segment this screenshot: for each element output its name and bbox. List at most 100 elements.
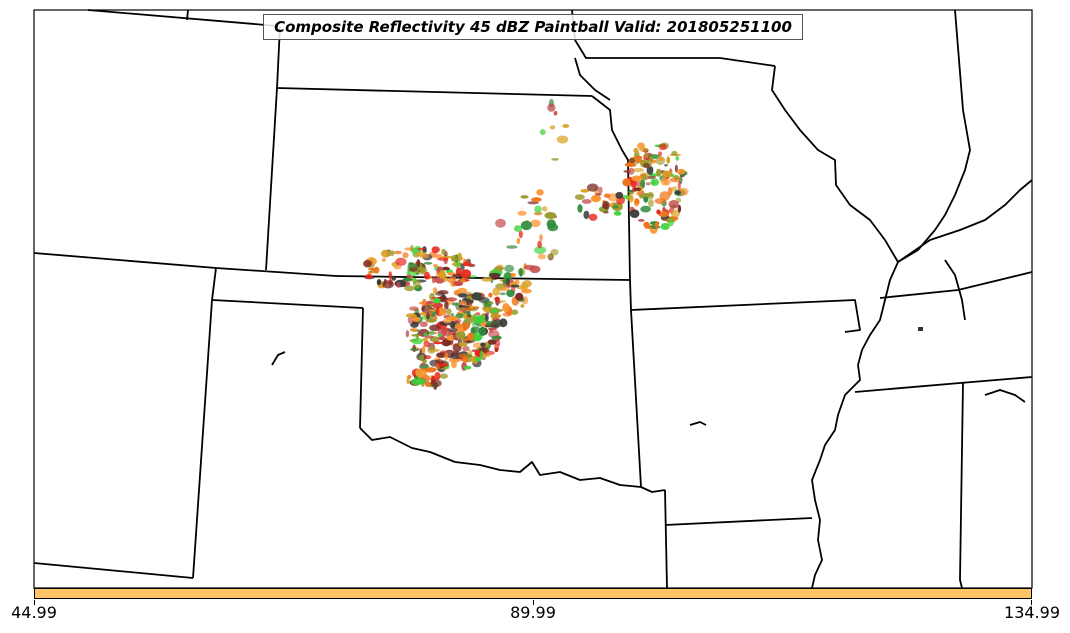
paintball-blob — [428, 309, 438, 312]
paintball-blob — [656, 168, 662, 177]
colorbar-label-mid: 89.99 — [510, 603, 556, 622]
paintball-blob — [551, 158, 559, 161]
paintball-blob — [376, 279, 382, 286]
paintball-blob — [629, 192, 634, 195]
paintball-blob — [516, 237, 521, 245]
paintball-blob — [490, 274, 499, 281]
paintball-blob — [395, 257, 407, 266]
paintball-blob — [431, 246, 440, 254]
paintball-blob — [547, 103, 556, 112]
paintball-blob — [640, 205, 651, 213]
paintball-blob — [407, 263, 418, 269]
paintball-blob — [405, 330, 410, 338]
paintball-blob — [423, 261, 433, 265]
border-nm-mx — [33, 562, 194, 579]
paintball-blob — [613, 211, 622, 216]
paintball-blob — [441, 266, 450, 271]
paintball-blob — [432, 276, 436, 284]
paintball-blob — [490, 313, 502, 319]
paintball-blob — [629, 209, 640, 218]
paintball-blob — [409, 328, 418, 332]
paintball-blob — [599, 208, 606, 213]
paintball-blob — [487, 339, 497, 345]
paintball-blob — [644, 152, 649, 159]
paintball-blob — [534, 246, 547, 255]
paintball-blob — [656, 209, 661, 215]
paintball-blob — [646, 165, 654, 175]
colorbar-tick-right — [1031, 600, 1032, 605]
paintball-blob — [388, 271, 392, 280]
paintball-blob — [396, 282, 401, 288]
paintball-blob — [546, 219, 556, 229]
paintball-blob — [658, 211, 670, 218]
paintball-blob — [409, 306, 419, 311]
paintball-blob — [466, 332, 474, 341]
paintball-blob — [420, 312, 428, 316]
paintball-blob — [580, 189, 590, 193]
paintball-blob — [518, 230, 523, 239]
paintball-blob — [462, 312, 468, 320]
paintball-blob — [463, 365, 472, 370]
paintball-blob — [470, 326, 481, 334]
lake-ar — [689, 421, 707, 426]
paintball-blob — [627, 167, 635, 175]
paintball-blob — [441, 248, 446, 255]
paintball-blob — [422, 337, 428, 342]
paintball-blob — [484, 342, 489, 347]
paintball-blob — [460, 321, 470, 330]
paintball-blob — [627, 194, 634, 203]
paintball-blob — [677, 204, 682, 213]
paintball-blob — [433, 287, 438, 295]
paintball-blob — [539, 129, 546, 136]
paintball-blob — [634, 155, 643, 160]
paintball-blob — [402, 252, 409, 259]
paintball-blob — [373, 266, 380, 274]
border-co-ks — [265, 87, 278, 271]
paintball-blob — [433, 297, 441, 304]
border-ar-la — [664, 517, 813, 526]
paintball-blob — [506, 245, 518, 249]
paintball-blob — [669, 177, 681, 183]
paintball-blob — [436, 352, 447, 358]
paintball-blob — [458, 341, 468, 348]
paintball-blob — [462, 345, 470, 352]
paintball-blob — [637, 142, 645, 150]
paintball-blob — [363, 260, 372, 268]
paintball-blob — [635, 159, 643, 163]
paintball-blob — [420, 267, 426, 274]
paintball-blob — [647, 191, 654, 200]
lake-nm — [271, 351, 286, 366]
paintball-blob — [550, 249, 559, 256]
paintball-blob — [612, 205, 619, 209]
border-az-nm — [192, 299, 213, 579]
paintball-blob — [442, 318, 452, 324]
paintball-blob — [537, 240, 542, 249]
paintball-blob — [481, 277, 493, 282]
paintball-blob — [446, 308, 452, 315]
border-top-left — [87, 9, 279, 27]
paintball-blob — [407, 315, 414, 324]
paintball-blob — [506, 289, 515, 298]
paintball-blob — [406, 377, 410, 385]
border-ohio-river — [897, 179, 1033, 263]
paintball-blob — [553, 111, 558, 116]
paintball-blob — [522, 280, 532, 288]
paintball-blob — [455, 331, 466, 340]
paintball-blob — [490, 309, 498, 313]
paintball-blob — [494, 266, 504, 271]
paintball-blob — [677, 181, 681, 190]
paintball-blob — [365, 274, 373, 280]
paintball-blob — [533, 211, 543, 216]
paintball-blob — [457, 293, 468, 298]
paintball-blob — [492, 287, 501, 296]
paintball-blob — [602, 200, 610, 210]
paintball-blob — [473, 315, 486, 324]
paintball-blob — [586, 183, 599, 192]
paintball-blob — [450, 321, 456, 329]
paintball-blob — [479, 326, 487, 336]
paintball-blob — [649, 155, 654, 163]
paintball-blob — [430, 316, 438, 320]
paintball-blob — [647, 199, 654, 208]
paintball-blob — [424, 381, 432, 388]
paintball-blob — [562, 124, 570, 128]
